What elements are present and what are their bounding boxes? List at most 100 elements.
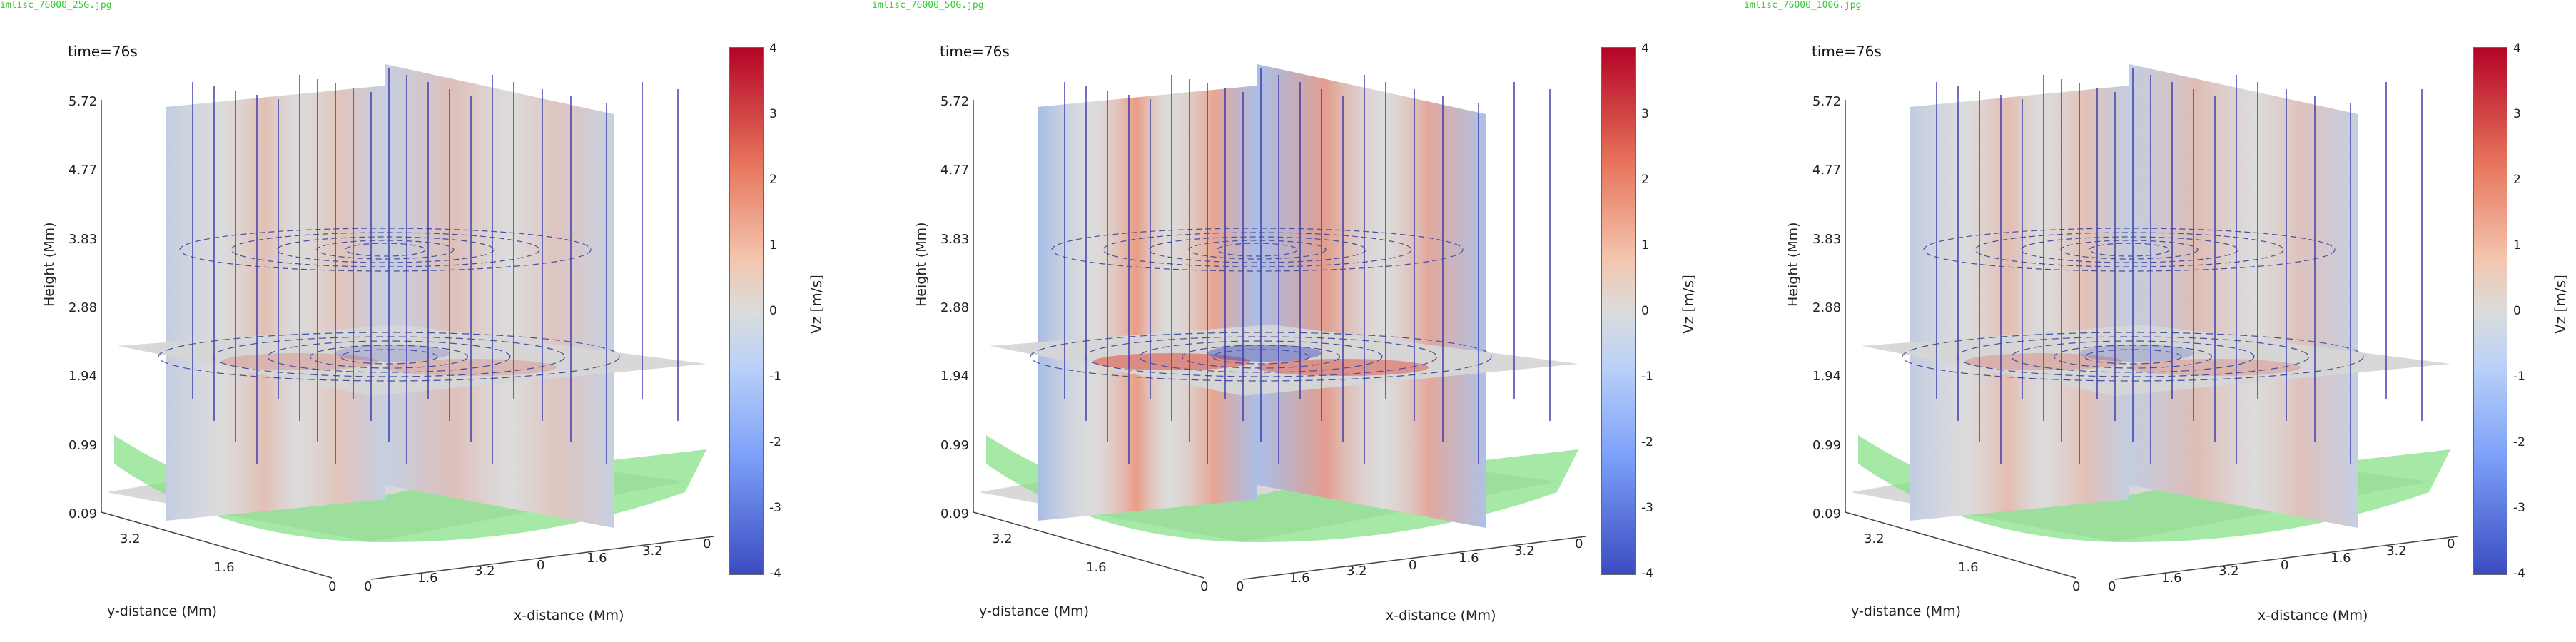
colorbar-tick-label: 1 <box>1641 238 1649 253</box>
x-tick-label: 1.6 <box>1289 571 1310 586</box>
lower-contour <box>267 340 511 373</box>
z-tick-label: 2.88 <box>69 300 98 315</box>
z-tick-label: 1.94 <box>1812 369 1842 384</box>
z-tick-label: 3.83 <box>69 232 98 247</box>
upper-contour <box>2089 243 2170 257</box>
z-tick-label: 0.99 <box>940 438 970 453</box>
chart-panel: imlisc_76000_100G.jpg time=76s Height (Mm)… <box>1744 0 2576 642</box>
x-axis-label: x-distance (Mm) <box>1386 608 1496 623</box>
upper-contour <box>345 243 426 257</box>
colorbar-title: Vz [m/s] <box>808 275 825 334</box>
colorbar-tick-label: -3 <box>1641 501 1653 515</box>
colorbar-tick-label: -4 <box>769 566 781 581</box>
z-tick-label: 0.99 <box>1812 438 1842 453</box>
colorbar-tick-label: 0 <box>2513 304 2521 318</box>
x-tick-label: 3.2 <box>475 564 495 579</box>
colorbar-tick-label: 2 <box>2513 173 2521 187</box>
y-axis-line <box>973 511 1205 579</box>
x-tick-label: 0 <box>364 579 372 594</box>
upper-contour <box>1923 228 2336 272</box>
upper-contour <box>1148 236 1366 263</box>
colorbar-tick-label: -2 <box>1641 435 1653 449</box>
colorbar <box>729 47 764 575</box>
z-tick-label: 4.77 <box>940 163 970 178</box>
z-tick-label: 1.94 <box>940 369 970 384</box>
y-axis-label: y-distance (Mm) <box>979 603 1090 619</box>
z-tick-label: 0.09 <box>1812 506 1842 521</box>
colorbar-tick-label: -4 <box>1641 566 1653 581</box>
colorbar-tick-label: 2 <box>769 173 777 187</box>
plot-area <box>973 64 1586 580</box>
y-tick-label: 0 <box>328 579 337 594</box>
x-tick-label: 0 <box>1409 558 1417 573</box>
z-tick-label: 1.94 <box>69 369 98 384</box>
lower-contour <box>309 345 469 369</box>
upper-contour <box>1051 228 1464 272</box>
colorbar-tick-label: -2 <box>769 435 781 449</box>
upper-contour <box>2060 240 2199 260</box>
time-label: time=76s <box>68 43 138 60</box>
back-plane-right-field <box>385 64 614 528</box>
x-tick-label: 0 <box>2281 558 2289 573</box>
lower-contour <box>1084 336 1438 377</box>
x-tick-label: 0 <box>703 536 711 551</box>
lower-contour <box>158 332 620 382</box>
colorbar-tick-label: -3 <box>769 501 781 515</box>
time-label: time=76s <box>940 43 1010 60</box>
z-tick-label: 2.88 <box>940 300 970 315</box>
x-tick-label: 0 <box>2447 536 2455 551</box>
x-tick-label: 1.6 <box>1459 551 1479 566</box>
z-tick-label: 5.72 <box>69 94 98 109</box>
upper-contour <box>1974 232 2284 268</box>
y-tick-label: 1.6 <box>214 560 235 575</box>
y-tick-label: 3.2 <box>120 531 141 546</box>
x-tick-label: 1.6 <box>2331 551 2351 566</box>
colorbar-tick-label: 1 <box>2513 238 2521 253</box>
chart-panel: imlisc_76000_25G.jpg time=76s Height (Mm) 5… <box>0 0 858 642</box>
colorbar <box>1601 47 1636 575</box>
x-tick-label: 3.2 <box>2386 544 2407 559</box>
upper-contour <box>230 232 540 268</box>
filename-label: imlisc_76000_25G.jpg <box>0 0 112 11</box>
z-tick-label: 4.77 <box>69 163 98 178</box>
x-tick-label: 0 <box>2108 579 2116 594</box>
lower-contour <box>2084 349 2182 365</box>
upper-contour <box>2020 236 2238 263</box>
mid-plane-blue-core <box>2079 345 2194 362</box>
x-axis-line <box>1242 536 1586 580</box>
z-tick-label: 3.83 <box>1812 232 1842 247</box>
x-tick-label: 0 <box>1575 536 1583 551</box>
filename-label: imlisc_76000_50G.jpg <box>872 0 984 11</box>
colorbar-title: Vz [m/s] <box>2552 275 2569 334</box>
colorbar-tick-label: 0 <box>769 304 777 318</box>
upper-contour <box>276 236 495 263</box>
y-tick-label: 3.2 <box>992 531 1013 546</box>
back-plane-left-field <box>166 86 385 521</box>
y-axis-line <box>1845 511 2076 579</box>
lower-contour <box>1139 340 1383 373</box>
x-tick-label: 3.2 <box>642 544 663 559</box>
colorbar-tick-label: 0 <box>1641 304 1649 318</box>
z-tick-label: 2.88 <box>1812 300 1842 315</box>
lower-contour <box>340 349 438 365</box>
z-tick-label: 5.72 <box>940 94 970 109</box>
z-tick-label: 3.83 <box>940 232 970 247</box>
colorbar-tick-label: -1 <box>1641 370 1653 384</box>
z-tick-label: 0.09 <box>69 506 98 521</box>
lower-contour <box>1956 336 2310 377</box>
colorbar-tick-label: -2 <box>2513 435 2525 449</box>
x-tick-label: 0 <box>537 558 545 573</box>
colorbar-title: Vz [m/s] <box>1680 275 1697 334</box>
colorbar <box>2473 47 2507 575</box>
y-tick-label: 0 <box>1200 579 1209 594</box>
y-axis-label: y-distance (Mm) <box>107 603 218 619</box>
mid-plane-blue-core <box>335 345 450 362</box>
y-tick-label: 1.6 <box>1958 560 1979 575</box>
upper-contour <box>316 240 455 260</box>
y-tick-label: 0 <box>2072 579 2081 594</box>
x-axis-label: x-distance (Mm) <box>2258 608 2368 623</box>
colorbar-tick-label: 3 <box>2513 107 2521 121</box>
colorbar-tick-label: 4 <box>1641 41 1649 56</box>
colorbar-tick-label: -1 <box>2513 370 2525 384</box>
z-tick-label: 0.09 <box>940 506 970 521</box>
